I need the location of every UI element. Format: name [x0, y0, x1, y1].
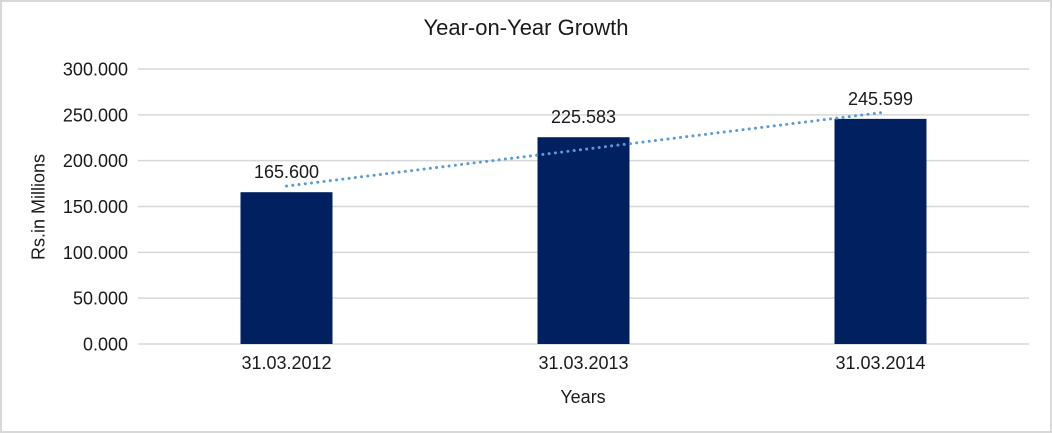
- y-tick-label: 200.000: [63, 151, 128, 171]
- bar-31.03.2012: [240, 192, 333, 344]
- chart-title: Year-on-Year Growth: [423, 15, 629, 40]
- x-axis-title: Years: [560, 387, 606, 407]
- data-label: 245.599: [848, 89, 913, 109]
- bar-31.03.2013: [537, 137, 630, 344]
- x-tick-label: 31.03.2012: [241, 353, 331, 373]
- y-tick-label: 50.000: [73, 289, 128, 309]
- x-tick-label: 31.03.2014: [835, 353, 925, 373]
- data-label: 165.600: [254, 162, 319, 182]
- y-tick-label: 0.000: [83, 335, 128, 355]
- bar-31.03.2014: [834, 118, 927, 344]
- x-tick-label: 31.03.2013: [538, 353, 628, 373]
- trendline: [285, 111, 882, 188]
- y-tick-label: 300.000: [63, 60, 128, 80]
- y-tick-label: 250.000: [63, 105, 128, 125]
- y-tick-label: 100.000: [63, 243, 128, 263]
- y-tick-label: 150.000: [63, 197, 128, 217]
- data-label: 225.583: [551, 107, 616, 127]
